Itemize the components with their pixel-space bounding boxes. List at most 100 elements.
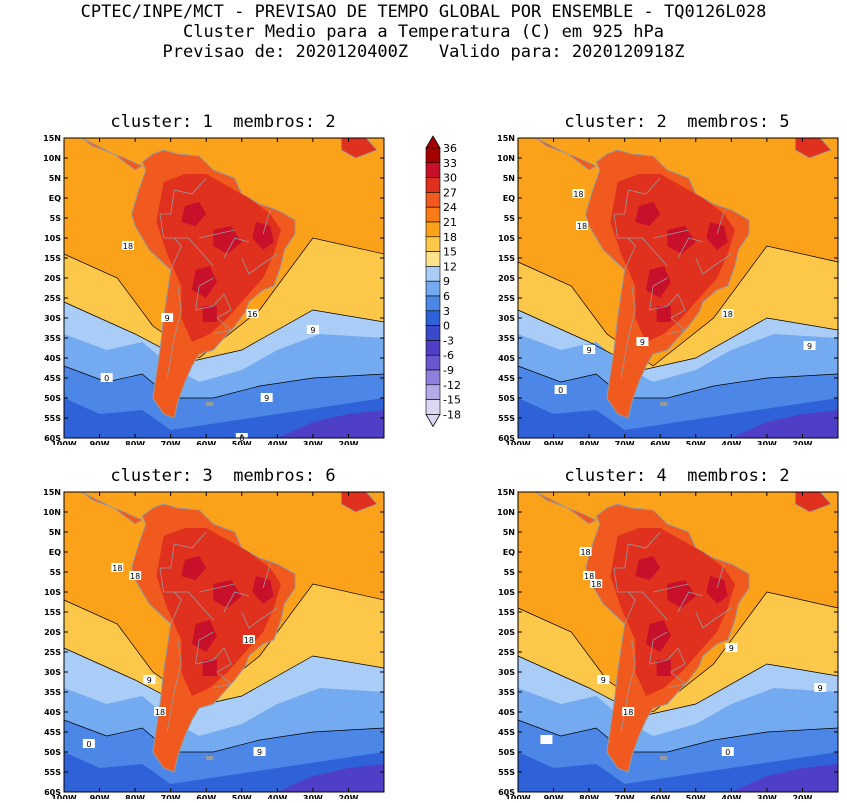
country-border-2 xyxy=(160,531,207,569)
colorbar-swatch xyxy=(425,251,441,267)
contour-label-text: 0 xyxy=(104,374,109,383)
hotspot-4 xyxy=(252,222,274,250)
country-border-9 xyxy=(677,591,704,613)
country-border-10 xyxy=(716,209,725,235)
lat-tick-label: 5S xyxy=(504,568,516,577)
plot-frame xyxy=(517,137,839,439)
lat-tick-label: 25S xyxy=(44,648,61,657)
colorbar-label: -18 xyxy=(443,408,461,421)
lat-tick-label: 25S xyxy=(44,294,61,303)
lon-tick-label: 40W xyxy=(721,794,741,799)
lat-tick-label: EQ xyxy=(503,548,515,557)
lat-tick-label: 15N xyxy=(43,134,61,143)
contour-label-text: 18 xyxy=(580,548,590,557)
contour-label-text: 18 xyxy=(584,572,594,581)
contour-label: 9 xyxy=(803,341,816,351)
falkland-islands xyxy=(206,756,214,760)
contour-label-text: 18 xyxy=(244,636,254,645)
contour-label-text: 9 xyxy=(640,338,645,347)
colorbar-label: 30 xyxy=(443,172,457,185)
country-border-2 xyxy=(614,177,661,215)
lon-tick-label: 30W xyxy=(757,794,777,799)
lat-tick-label: 10N xyxy=(497,508,515,517)
contour-line-12 xyxy=(517,655,839,717)
hotspot-5 xyxy=(202,660,217,676)
temperature-band-coldest xyxy=(277,410,384,438)
contour-label: 9 xyxy=(161,313,174,323)
contour-label: 9 xyxy=(725,643,738,653)
colorbar-label: 21 xyxy=(443,216,457,229)
colorbar-label: -12 xyxy=(443,379,461,392)
falkland-islands xyxy=(206,402,214,406)
country-border-2 xyxy=(160,177,207,215)
hotspot-1 xyxy=(635,202,661,226)
lon-tick-label: 100W xyxy=(51,794,77,799)
lat-tick-label: 15S xyxy=(498,254,515,263)
contour-line-12 xyxy=(63,301,385,363)
colorbar-swatch xyxy=(425,310,441,326)
country-border-6 xyxy=(667,317,686,335)
colorbar-label: 9 xyxy=(443,275,450,288)
lat-tick-label: 55S xyxy=(44,768,61,777)
panel-2-title: cluster: 2 membros: 5 xyxy=(564,112,790,132)
contour-label-text: 9 xyxy=(818,684,823,693)
lat-tick-label: 45S xyxy=(44,374,61,383)
lon-tick-label: 60W xyxy=(650,440,670,445)
country-border-3 xyxy=(628,237,668,267)
lat-tick-label: 10N xyxy=(497,154,515,163)
lat-tick-label: 25S xyxy=(498,648,515,657)
temperature-band-coldest xyxy=(731,410,838,438)
lat-tick-label: 40S xyxy=(44,708,61,717)
hotspot-4 xyxy=(706,222,728,250)
contour-label: 18 xyxy=(576,221,588,231)
contour-line-0 xyxy=(63,719,385,753)
lon-tick-label: 20W xyxy=(792,440,812,445)
figure-title-line3: Previsao de: 2020120400Z Valido para: 20… xyxy=(162,42,685,62)
lat-tick-label: 10S xyxy=(498,588,515,597)
lat-tick-label: 50S xyxy=(44,394,61,403)
contour-label-text: 18 xyxy=(577,222,587,231)
colorbar-swatch xyxy=(425,266,441,282)
contour-label: 18 xyxy=(590,579,603,589)
lat-tick-label: 15S xyxy=(498,608,515,617)
lat-tick-label: 15N xyxy=(497,134,515,143)
lat-tick-label: 30S xyxy=(498,668,515,677)
lon-tick-label: 70W xyxy=(615,794,635,799)
contour-label-text: 9 xyxy=(165,314,170,323)
colorbar-swatch xyxy=(425,295,441,312)
lat-tick-label: 35S xyxy=(498,688,515,697)
lat-tick-label: 15N xyxy=(497,488,515,497)
lat-tick-label: 55S xyxy=(498,414,515,423)
contour-label-text: 9 xyxy=(147,676,152,685)
lat-tick-label: 45S xyxy=(498,374,515,383)
lat-tick-label: 20S xyxy=(498,628,515,637)
lat-tick-label: 50S xyxy=(498,748,515,757)
colorbar-swatch xyxy=(425,192,441,208)
hotspot-5 xyxy=(202,306,217,322)
colorbar-label: 3 xyxy=(443,305,450,318)
contour-label: 0 xyxy=(721,747,734,757)
colorbar-label: 18 xyxy=(443,231,457,244)
panel-4-title: cluster: 4 membros: 2 xyxy=(564,466,790,486)
lon-tick-label: 100W xyxy=(505,794,531,799)
country-border-10 xyxy=(262,209,271,235)
contour-label-text: 18 xyxy=(723,310,733,319)
contour-label: 9 xyxy=(143,675,156,685)
country-border-9 xyxy=(223,237,250,259)
colorbar-label: 15 xyxy=(443,246,457,259)
contour-line-18 xyxy=(517,245,839,367)
lat-tick-label: 30S xyxy=(498,314,515,323)
lon-tick-label: 80W xyxy=(125,440,145,445)
lon-tick-label: 30W xyxy=(303,440,323,445)
colorbar-swatch xyxy=(425,206,441,223)
panel-3-title: cluster: 3 membros: 6 xyxy=(110,466,336,486)
colorbar-label: -6 xyxy=(443,349,454,362)
lat-tick-label: 45S xyxy=(498,728,515,737)
country-border-6 xyxy=(213,317,232,335)
colorbar-label: 36 xyxy=(443,142,457,155)
lat-tick-label: EQ xyxy=(503,194,515,203)
contour-line-0 xyxy=(517,365,839,399)
lon-tick-label: 50W xyxy=(232,794,252,799)
lat-tick-label: 5N xyxy=(503,174,515,183)
lat-tick-label: 5N xyxy=(49,174,61,183)
